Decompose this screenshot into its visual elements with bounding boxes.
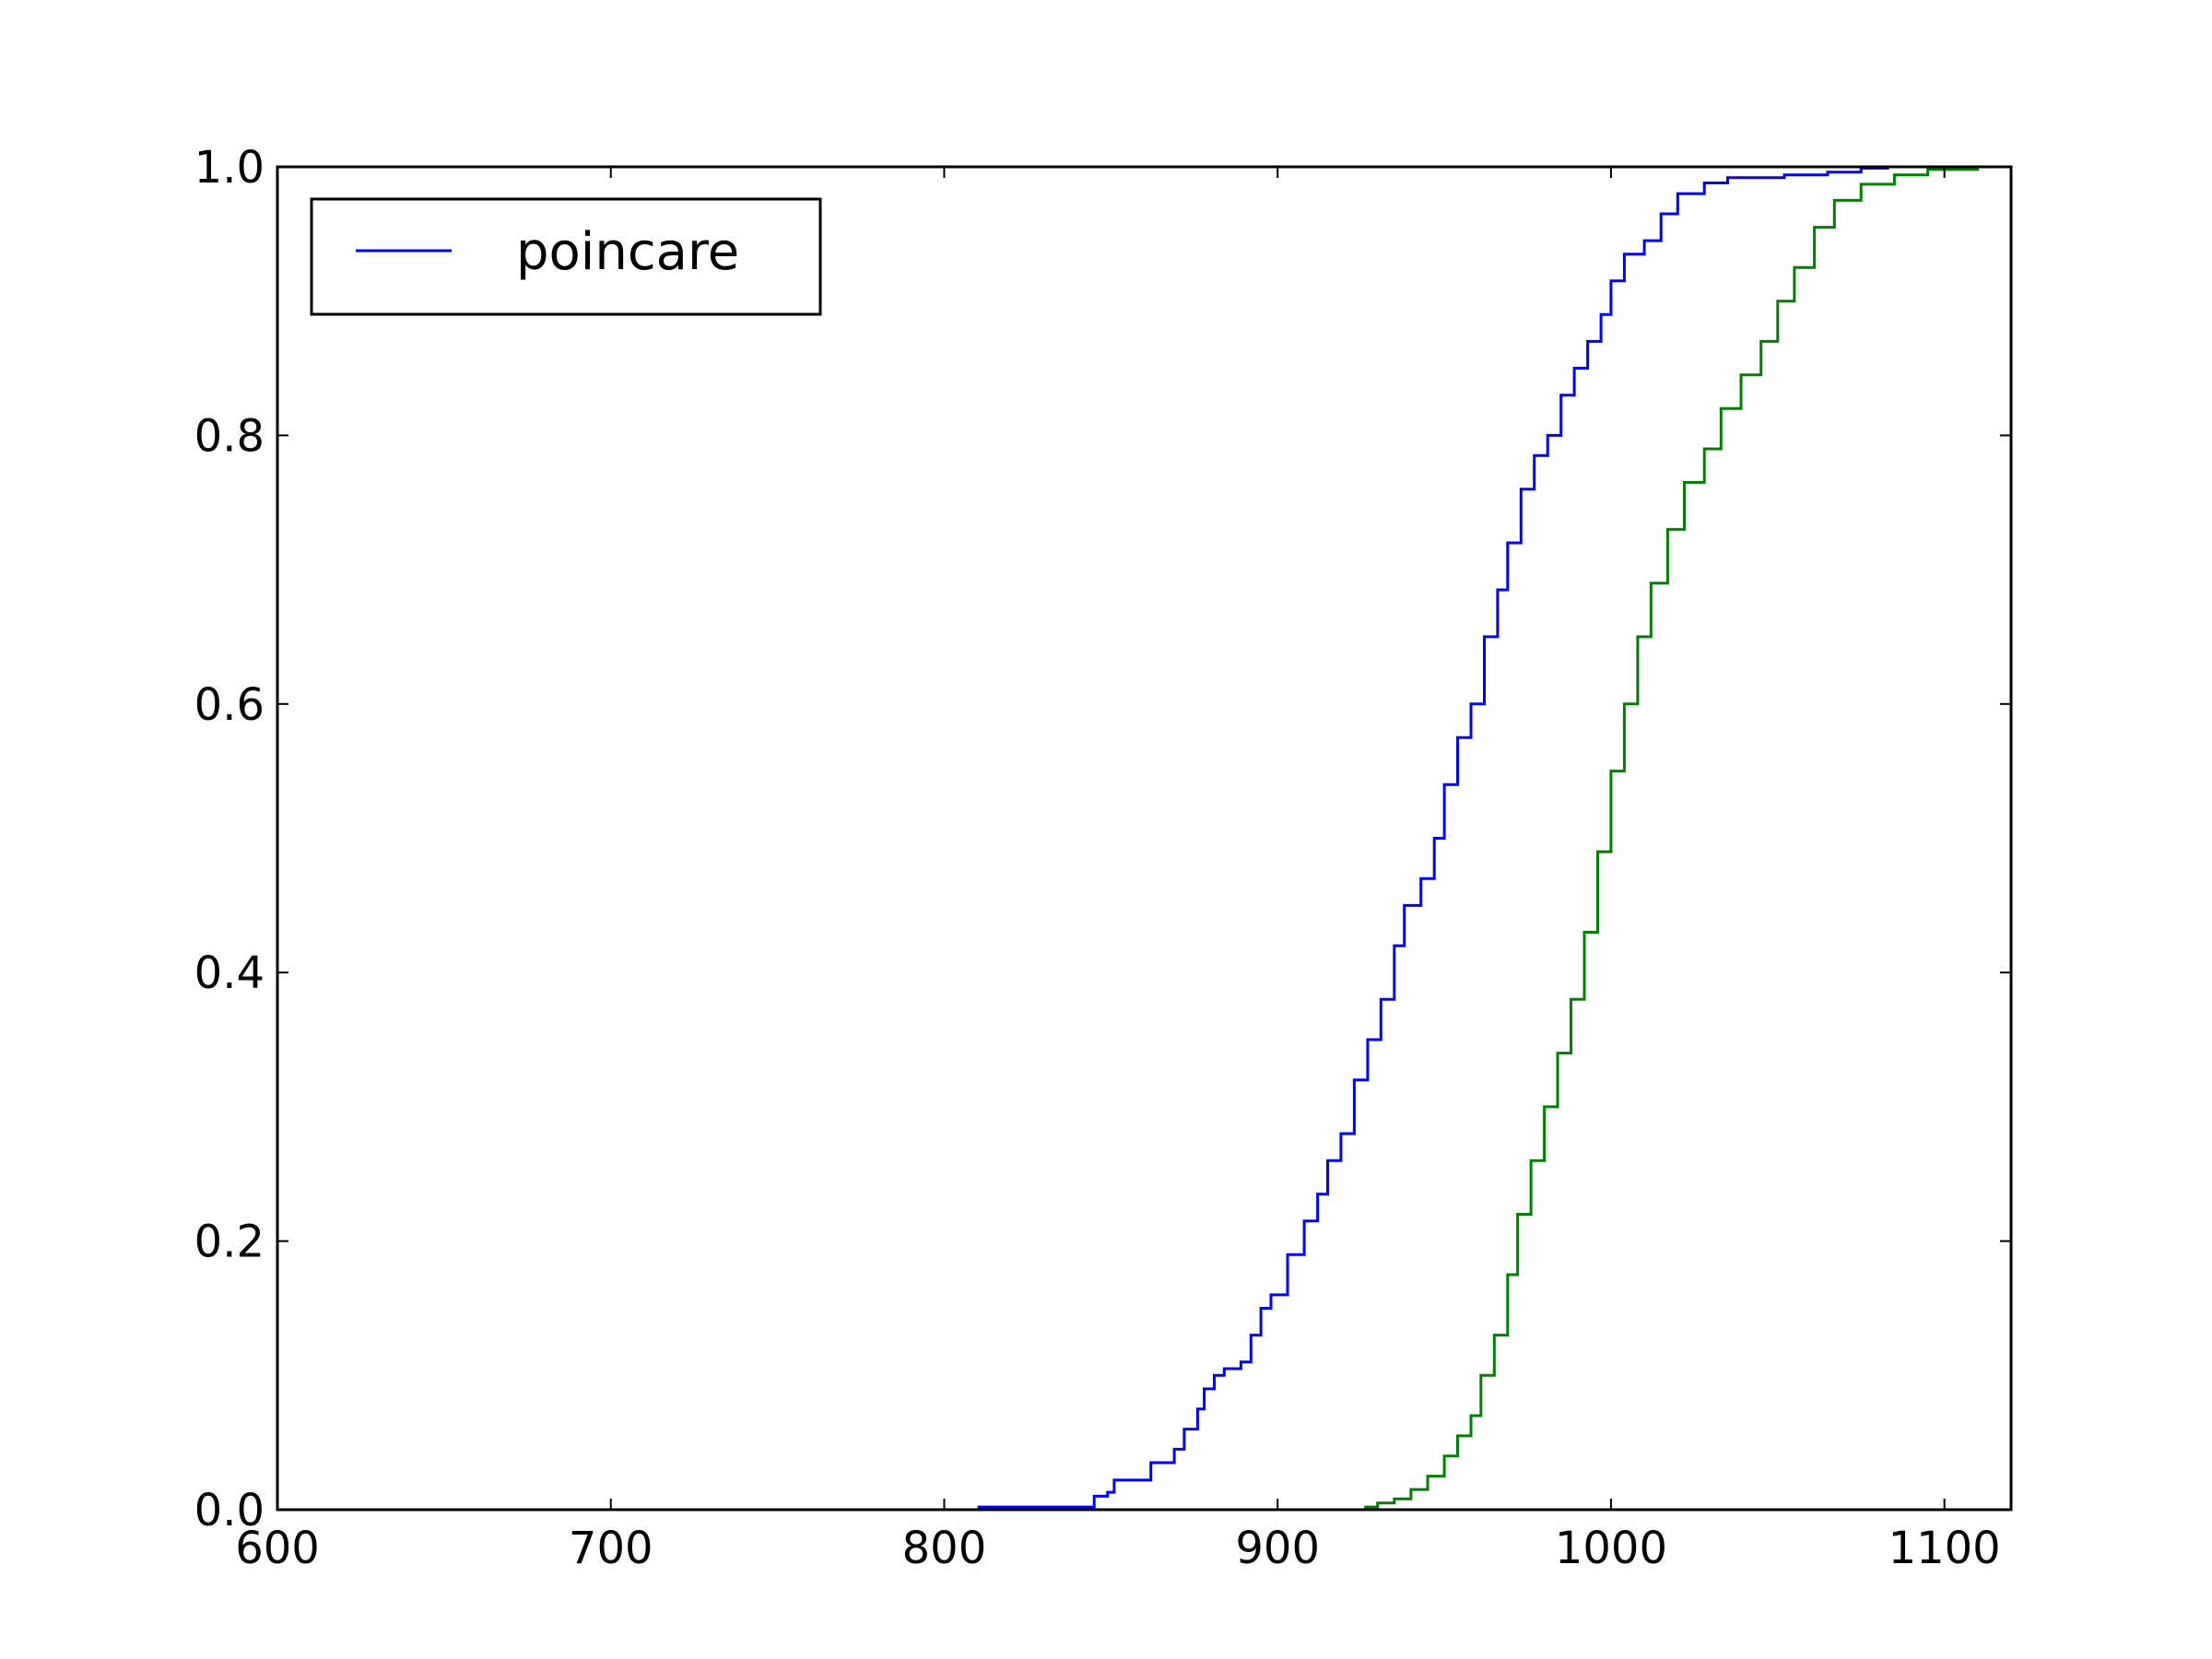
y-tick-label-0.4: 0.4: [194, 947, 265, 999]
x-tick-label-1000: 1000: [1555, 1523, 1667, 1574]
x-tick-label-800: 800: [902, 1523, 987, 1574]
y-tick-label-0.2: 0.2: [194, 1217, 265, 1268]
y-tick-label-0.6: 0.6: [194, 679, 265, 731]
y-tick-label-1.0: 1.0: [194, 142, 265, 194]
series-layer: [977, 165, 2011, 1509]
legend-label-poincare: poincare: [516, 222, 739, 282]
tick-layer: 600 700 800 900 1000 1100 0.0 0.2 0.4 0.6 0.8 1.0: [194, 142, 2011, 1574]
x-tick-label-600: 600: [235, 1523, 320, 1574]
series-line-poincare: [977, 167, 1889, 1509]
legend-box: [310, 197, 822, 316]
y-tick-label-0.8: 0.8: [194, 410, 265, 462]
plot-frame: [276, 165, 2013, 1512]
series-line-series-2: [1364, 165, 2011, 1509]
y-tick-label-0.0: 0.0: [194, 1485, 265, 1536]
x-tick-label-700: 700: [569, 1523, 653, 1574]
legend: poincare: [310, 197, 822, 316]
x-tick-label-1100: 1100: [1888, 1523, 2001, 1574]
x-tick-label-900: 900: [1235, 1523, 1320, 1574]
